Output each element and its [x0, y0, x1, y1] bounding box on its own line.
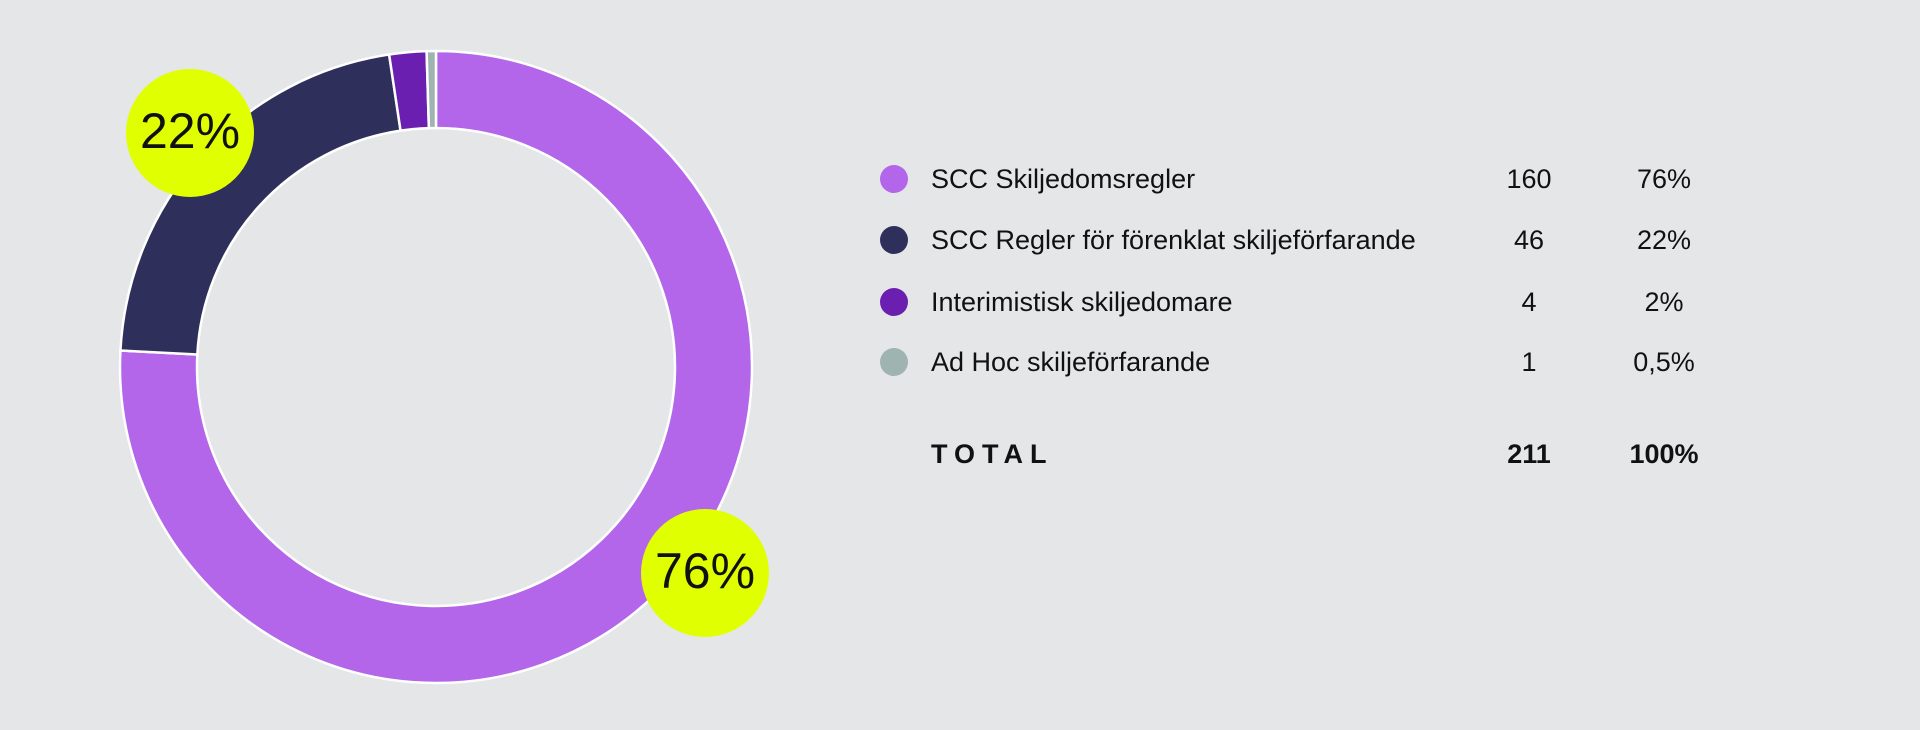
legend-swatch	[880, 226, 908, 254]
donut-segment	[425, 49, 438, 130]
donut-segment	[118, 49, 754, 685]
highlight-bubble	[641, 509, 769, 637]
total-percent: 100%	[1629, 439, 1698, 469]
legend-label: Interimistisk skiljedomare	[931, 287, 1233, 317]
total-count: 211	[1507, 439, 1551, 469]
legend-count: 1	[1521, 347, 1536, 377]
legend-swatch	[880, 165, 908, 193]
legend-label: SCC Skiljedomsregler	[931, 164, 1195, 194]
legend-label: SCC Regler för förenklat skiljeförfarand…	[931, 225, 1416, 255]
legend-percent: 76%	[1637, 164, 1691, 194]
legend-swatch	[880, 348, 908, 376]
legend-percent: 2%	[1644, 287, 1683, 317]
legend-count: 4	[1521, 287, 1536, 317]
legend-swatch	[880, 288, 908, 316]
legend-label: Ad Hoc skiljeförfarande	[931, 347, 1210, 377]
legend-percent: 0,5%	[1633, 347, 1695, 377]
legend-count: 160	[1506, 164, 1551, 194]
legend-count: 46	[1514, 225, 1544, 255]
total-label: TOTAL	[931, 439, 1054, 469]
highlight-bubble	[126, 69, 254, 197]
bubble-label: 22%	[140, 103, 240, 159]
bubble-label: 76%	[655, 543, 755, 599]
legend-percent: 22%	[1637, 225, 1691, 255]
